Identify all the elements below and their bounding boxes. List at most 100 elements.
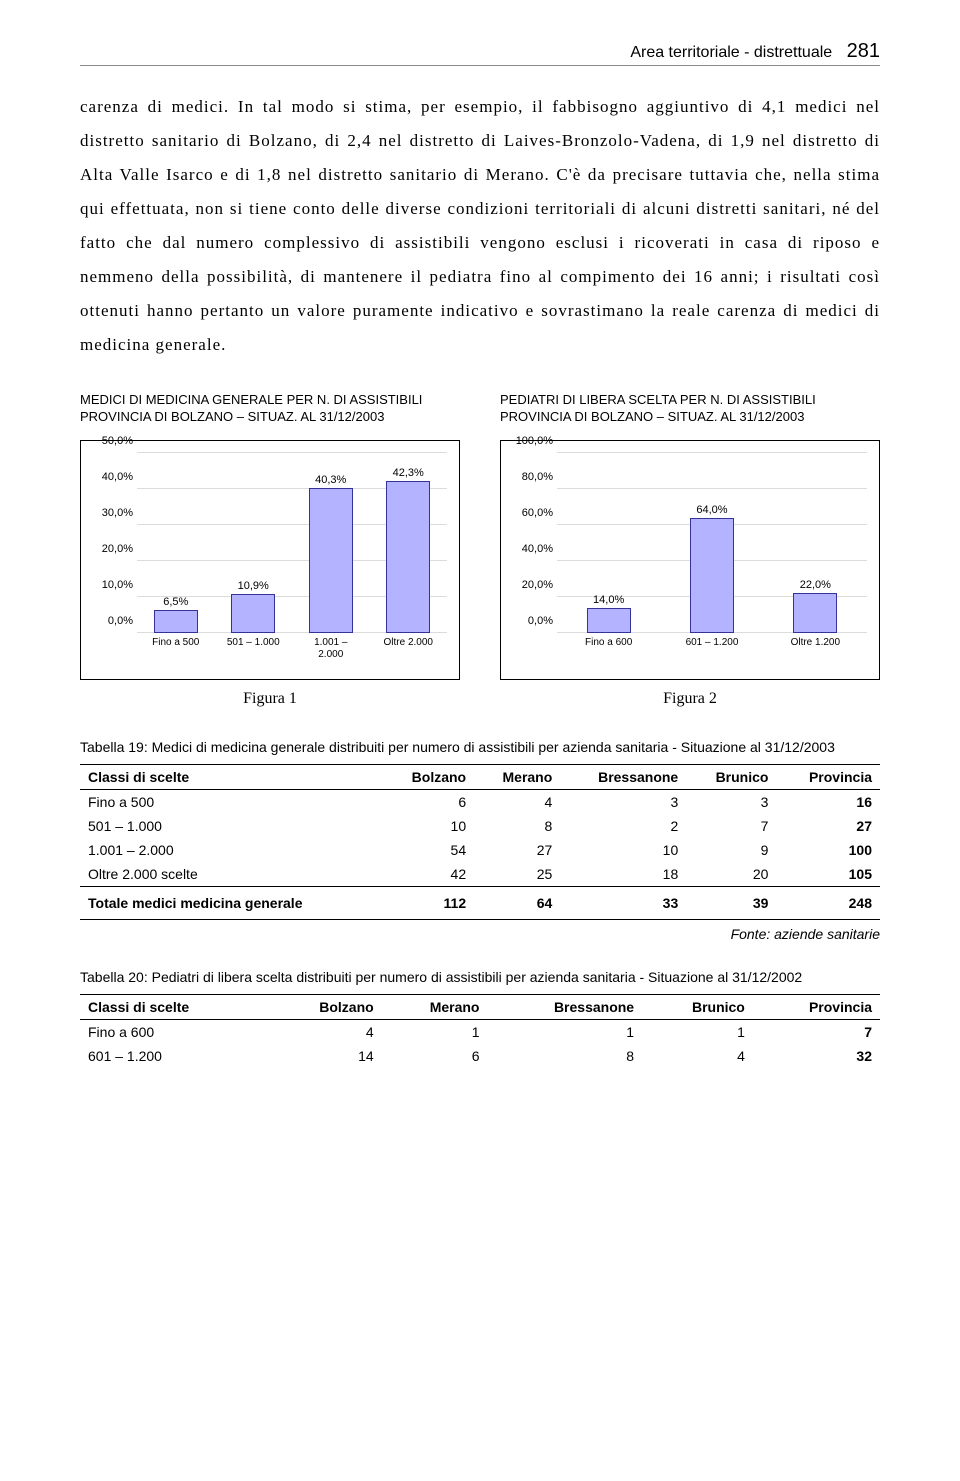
table-cell: 100: [776, 838, 880, 862]
page-header: Area territoriale - distrettuale 281: [80, 40, 880, 63]
table-row: Fino a 60041117: [80, 1020, 880, 1045]
chart-2-xlabels: Fino a 600 601 – 1.200 Oltre 1.200: [557, 637, 867, 649]
figura-2-label: Figura 2: [500, 690, 880, 708]
header-divider: [80, 65, 880, 66]
y-axis-label: 100,0%: [509, 435, 553, 447]
table-header-cell: Classi di scelte: [80, 995, 268, 1020]
table-row: 601 – 1.2001468432: [80, 1044, 880, 1068]
table-cell: 9: [686, 838, 776, 862]
bar-value-label: 10,9%: [238, 580, 269, 592]
table-cell: Oltre 2.000 scelte: [80, 862, 382, 887]
page-number: 281: [847, 40, 880, 62]
y-axis-label: 40,0%: [509, 543, 553, 555]
bar-value-label: 64,0%: [696, 504, 727, 516]
bar: [793, 593, 837, 633]
x-axis-label: 601 – 1.200: [682, 637, 742, 649]
table-header-cell: Provincia: [753, 995, 880, 1020]
table-cell: 1: [382, 1020, 488, 1045]
table-cell: 42: [382, 862, 474, 887]
table-cell: 3: [560, 790, 686, 815]
table-19-source: Fonte: aziende sanitarie: [80, 926, 880, 942]
table-total-cell: Totale medici medicina generale: [80, 887, 382, 920]
table-header-cell: Bressanone: [560, 765, 686, 790]
x-axis-label: 501 – 1.000: [223, 637, 283, 661]
figura-1-label: Figura 1: [80, 690, 460, 708]
table-cell: Fino a 500: [80, 790, 382, 815]
table-19-header-row: Classi di scelteBolzanoMeranoBressanoneB…: [80, 765, 880, 790]
table-cell: 105: [776, 862, 880, 887]
table-cell: 27: [776, 814, 880, 838]
bar-group: 14,0%: [579, 594, 639, 633]
chart-2-plot: 0,0%20,0%40,0%60,0%80,0%100,0%14,0%64,0%…: [509, 453, 871, 633]
table-cell: 2: [560, 814, 686, 838]
table-total-cell: 33: [560, 887, 686, 920]
table-total-cell: 112: [382, 887, 474, 920]
table-cell: 501 – 1.000: [80, 814, 382, 838]
bar-value-label: 22,0%: [800, 579, 831, 591]
x-axis-label: Fino a 500: [146, 637, 206, 661]
y-axis-label: 30,0%: [89, 507, 133, 519]
table-cell: 25: [474, 862, 560, 887]
bar-value-label: 42,3%: [393, 467, 424, 479]
bar-value-label: 40,3%: [315, 474, 346, 486]
table-header-cell: Bolzano: [268, 995, 381, 1020]
x-axis-label: Oltre 2.000: [378, 637, 438, 661]
y-axis-label: 80,0%: [509, 471, 553, 483]
bar: [309, 488, 353, 633]
table-cell: 32: [753, 1044, 880, 1068]
table-row: Fino a 500643316: [80, 790, 880, 815]
bar-group: 22,0%: [785, 579, 845, 633]
y-axis-label: 40,0%: [89, 471, 133, 483]
table-cell: 20: [686, 862, 776, 887]
table-cell: Fino a 600: [80, 1020, 268, 1045]
chart-1: MEDICI DI MEDICINA GENERALE PER N. DI AS…: [80, 392, 460, 680]
table-total-cell: 39: [686, 887, 776, 920]
bar-group: 6,5%: [146, 596, 206, 633]
charts-row: MEDICI DI MEDICINA GENERALE PER N. DI AS…: [80, 392, 880, 680]
table-cell: 1.001 – 2.000: [80, 838, 382, 862]
table-header-cell: Bolzano: [382, 765, 474, 790]
table-cell: 1: [642, 1020, 753, 1045]
body-paragraph: carenza di medici. In tal modo si stima,…: [80, 90, 880, 362]
x-axis-label: Fino a 600: [579, 637, 639, 649]
chart-2: PEDIATRI DI LIBERA SCELTA PER N. DI ASSI…: [500, 392, 880, 680]
chart-1-xlabels: Fino a 500 501 – 1.000 1.001 – 2.000 Oltre …: [137, 637, 447, 661]
table-header-cell: Provincia: [776, 765, 880, 790]
chart-2-title: PEDIATRI DI LIBERA SCELTA PER N. DI ASSI…: [500, 392, 880, 428]
table-total-cell: 248: [776, 887, 880, 920]
y-axis-label: 20,0%: [89, 543, 133, 555]
table-cell: 8: [474, 814, 560, 838]
table-cell: 6: [382, 790, 474, 815]
table-total-cell: 64: [474, 887, 560, 920]
section-name: Area territoriale - distrettuale: [630, 44, 832, 61]
x-axis-label: 1.001 – 2.000: [301, 637, 361, 661]
table-row: Oltre 2.000 scelte42251820105: [80, 862, 880, 887]
table-header-cell: Merano: [474, 765, 560, 790]
table-cell: 6: [382, 1044, 488, 1068]
y-axis-label: 0,0%: [89, 615, 133, 627]
bar-group: 64,0%: [682, 504, 742, 633]
table-header-cell: Brunico: [642, 995, 753, 1020]
table-header-cell: Bressanone: [487, 995, 642, 1020]
x-axis-label: Oltre 1.200: [785, 637, 845, 649]
table-cell: 16: [776, 790, 880, 815]
bar: [587, 608, 631, 633]
table-cell: 18: [560, 862, 686, 887]
table-total-row: Totale medici medicina generale112643339…: [80, 887, 880, 920]
table-20: Classi di scelteBolzanoMeranoBressanoneB…: [80, 994, 880, 1068]
chart-2-area: 0,0%20,0%40,0%60,0%80,0%100,0%14,0%64,0%…: [500, 440, 880, 680]
table-header-cell: Classi di scelte: [80, 765, 382, 790]
table-row: 501 – 1.0001082727: [80, 814, 880, 838]
table-header-cell: Brunico: [686, 765, 776, 790]
y-axis-label: 60,0%: [509, 507, 553, 519]
y-axis-label: 20,0%: [509, 579, 553, 591]
table-header-cell: Merano: [382, 995, 488, 1020]
table-cell: 10: [560, 838, 686, 862]
table-cell: 7: [753, 1020, 880, 1045]
table-cell: 54: [382, 838, 474, 862]
chart-1-title: MEDICI DI MEDICINA GENERALE PER N. DI AS…: [80, 392, 460, 428]
table-cell: 7: [686, 814, 776, 838]
table-cell: 14: [268, 1044, 381, 1068]
table-cell: 4: [474, 790, 560, 815]
table-cell: 3: [686, 790, 776, 815]
